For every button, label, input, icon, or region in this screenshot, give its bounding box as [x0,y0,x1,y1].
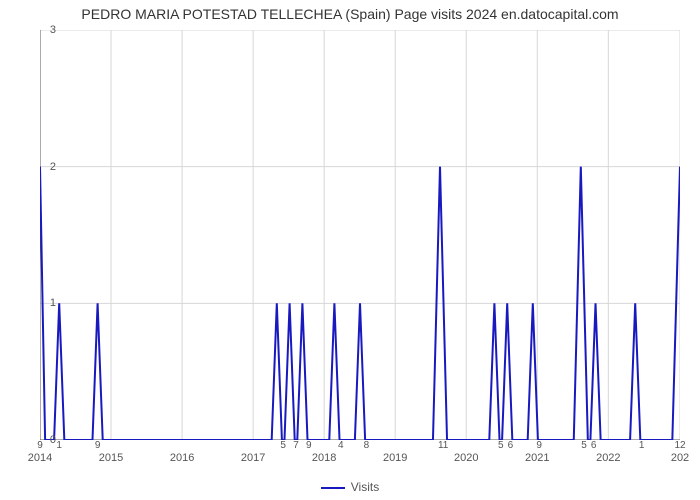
chart-svg [40,30,680,440]
x-marker-label: 12 [674,440,685,451]
x-marker-label: 11 [438,440,448,451]
x-year-label: 2014 [28,452,52,464]
y-tick-label: 3 [50,24,56,36]
x-year-label: 2021 [525,452,549,464]
chart-container: PEDRO MARIA POTESTAD TELLECHEA (Spain) P… [0,0,700,500]
x-marker-label: 6 [508,440,514,451]
x-marker-label: 8 [364,440,370,451]
x-marker-label: 9 [95,440,101,451]
x-year-label: 2018 [312,452,336,464]
x-marker-label: 9 [37,440,43,451]
x-marker-label: 1 [56,440,62,451]
x-marker-label: 5 [581,440,587,451]
x-marker-label: 7 [293,440,299,451]
x-marker-label: 4 [338,440,344,451]
x-year-label: 2017 [241,452,265,464]
x-year-label: 2015 [99,452,123,464]
x-marker-label: 5 [280,440,286,451]
y-tick-label: 0 [50,434,56,446]
x-year-label: 2022 [596,452,620,464]
x-year-label: 2020 [454,452,478,464]
x-year-label: 2016 [170,452,194,464]
x-marker-label: 9 [536,440,542,451]
x-marker-label: 6 [591,440,597,451]
x-marker-label: 9 [306,440,312,451]
x-year-label: 202 [671,452,689,464]
plot-area [40,30,680,440]
y-tick-label: 1 [50,297,56,309]
legend: Visits [0,480,700,494]
chart-title: PEDRO MARIA POTESTAD TELLECHEA (Spain) P… [0,6,700,22]
x-marker-label: 5 [498,440,504,451]
legend-label: Visits [351,480,379,494]
legend-line-icon [321,487,345,489]
x-marker-label: 1 [639,440,645,451]
x-year-label: 2019 [383,452,407,464]
y-tick-label: 2 [50,161,56,173]
